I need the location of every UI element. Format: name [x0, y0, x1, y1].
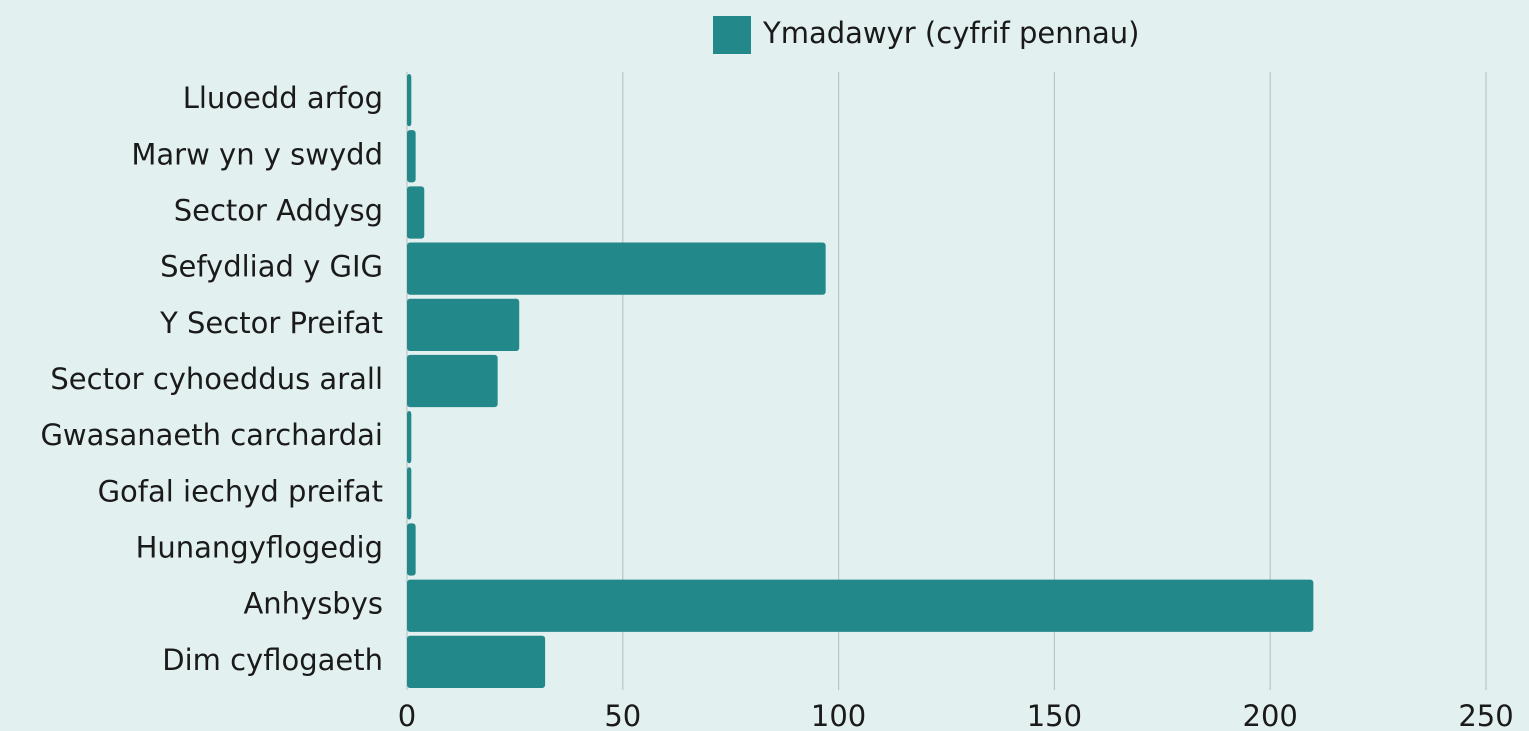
y-tick-label: Anhysbys	[243, 587, 383, 621]
bar	[407, 298, 520, 351]
bar	[407, 354, 498, 408]
bar	[407, 467, 412, 520]
y-tick-label: Hunangyflogedig	[136, 531, 383, 565]
bar	[407, 635, 546, 689]
bar	[407, 130, 416, 183]
x-tick-label: 250	[1458, 699, 1513, 731]
bar	[407, 411, 412, 464]
y-tick-label: Sefydliad y GIG	[160, 250, 383, 284]
legend-label: Ymadawyr (cyfrif pennau)	[762, 16, 1139, 50]
y-tick-label: Marw yn y swydd	[131, 137, 383, 171]
bar	[407, 242, 826, 295]
legend: Ymadawyr (cyfrif pennau)	[713, 16, 1139, 54]
y-tick-label: Gofal iechyd preifat	[98, 474, 383, 508]
x-tick-label: 0	[398, 699, 416, 731]
y-tick-label: Gwasanaeth carchardai	[40, 418, 383, 452]
y-tick-label: Sector cyhoeddus arall	[50, 362, 383, 396]
y-tick-label: Dim cyflogaeth	[162, 643, 383, 677]
y-tick-label: Y Sector Preifat	[159, 306, 383, 340]
y-tick-label: Lluoedd arfog	[183, 81, 383, 115]
bar	[407, 523, 416, 576]
x-tick-label: 150	[1027, 699, 1082, 731]
legend-swatch	[713, 16, 751, 54]
bar	[407, 579, 1314, 632]
bar	[407, 186, 425, 239]
x-tick-label: 100	[811, 699, 866, 731]
x-tick-label: 200	[1243, 699, 1298, 731]
x-tick-label: 50	[604, 699, 641, 731]
bar	[407, 73, 412, 127]
y-tick-label: Sector Addysg	[174, 193, 383, 227]
